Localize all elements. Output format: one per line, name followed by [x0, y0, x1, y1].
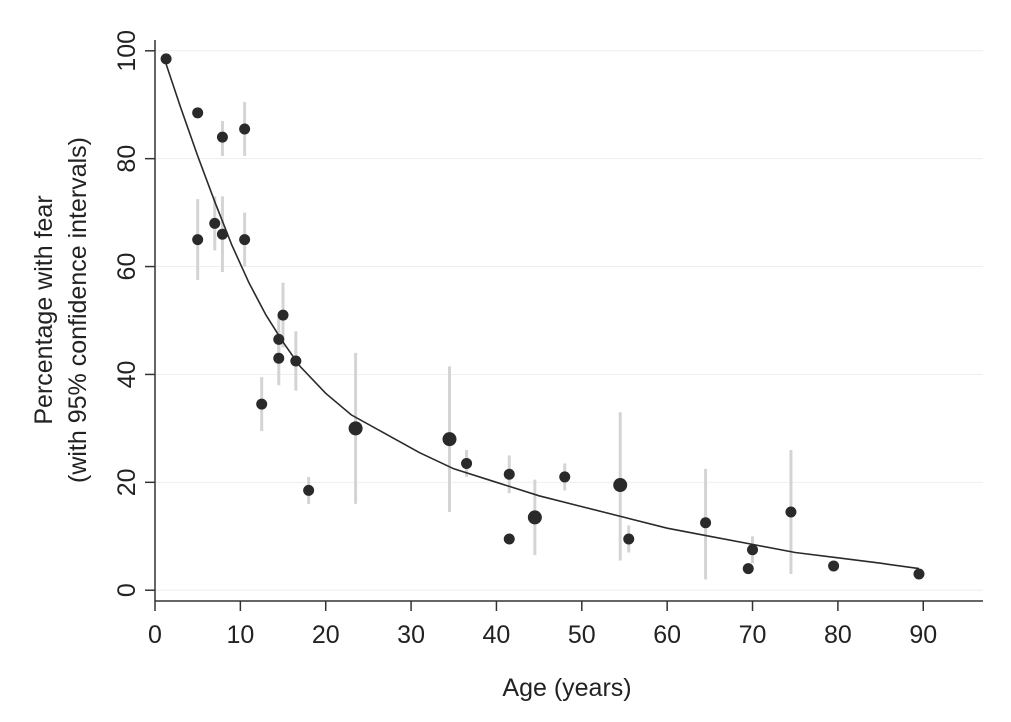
y-tick-label-80: 80 — [113, 145, 141, 173]
data-point-20 — [527, 510, 542, 525]
data-point-17 — [461, 457, 473, 469]
fitted-curve-layer — [162, 55, 920, 570]
data-point-19 — [503, 533, 515, 545]
data-point-12 — [277, 309, 289, 321]
y-tick-label-100: 100 — [113, 30, 141, 72]
data-point-15 — [348, 421, 363, 436]
data-point-3 — [192, 234, 204, 246]
y-axis-ticks: 0 20 40 60 80 100 — [113, 30, 155, 597]
data-point-1 — [160, 53, 172, 65]
y-axis-title-line-1: Percentage with fear — [30, 195, 58, 424]
data-point-14 — [303, 484, 315, 496]
data-point-5 — [216, 131, 228, 143]
x-tick-label-30: 30 — [397, 621, 425, 649]
data-point-21 — [559, 471, 571, 483]
data-point-26 — [747, 544, 759, 556]
y-tick-label-60: 60 — [113, 253, 141, 281]
x-tick-label-60: 60 — [653, 621, 681, 649]
x-tick-label-50: 50 — [568, 621, 596, 649]
data-point-11 — [273, 352, 285, 364]
x-tick-label-70: 70 — [739, 621, 767, 649]
data-point-23 — [623, 533, 635, 545]
fitted-curve — [162, 55, 920, 570]
data-point-24 — [700, 517, 712, 529]
x-tick-label-0: 0 — [148, 621, 162, 649]
data-point-9 — [256, 398, 268, 410]
data-point-6 — [216, 228, 228, 240]
data-point-7 — [239, 123, 251, 135]
x-tick-label-20: 20 — [312, 621, 340, 649]
y-axis-title: Percentage with fear (with 95% confidenc… — [30, 137, 92, 483]
data-point-16 — [442, 432, 457, 447]
x-tick-label-40: 40 — [483, 621, 511, 649]
axes — [154, 40, 983, 602]
data-points — [160, 53, 925, 580]
data-point-27 — [785, 506, 797, 518]
data-point-18 — [503, 468, 515, 480]
data-point-10 — [273, 333, 285, 345]
x-tick-label-80: 80 — [824, 621, 852, 649]
data-point-2 — [192, 107, 204, 119]
y-tick-label-0: 0 — [113, 583, 141, 597]
x-axis-title: Age (years) — [502, 674, 631, 702]
y-tick-label-20: 20 — [113, 468, 141, 496]
x-tick-label-90: 90 — [909, 621, 937, 649]
data-point-29 — [913, 568, 925, 580]
data-point-25 — [742, 563, 754, 575]
x-tick-label-10: 10 — [226, 621, 254, 649]
data-point-13 — [290, 355, 302, 367]
x-axis-ticks: 0 10 20 30 40 50 60 70 80 90 — [148, 601, 937, 649]
data-point-28 — [828, 560, 840, 572]
data-point-22 — [613, 478, 628, 493]
y-axis-title-line-2: (with 95% confidence intervals) — [64, 137, 92, 483]
gridlines — [155, 50, 983, 591]
data-point-8 — [239, 234, 251, 246]
data-point-4 — [209, 217, 221, 229]
confidence-intervals — [196, 102, 793, 580]
y-tick-label-40: 40 — [113, 361, 141, 389]
